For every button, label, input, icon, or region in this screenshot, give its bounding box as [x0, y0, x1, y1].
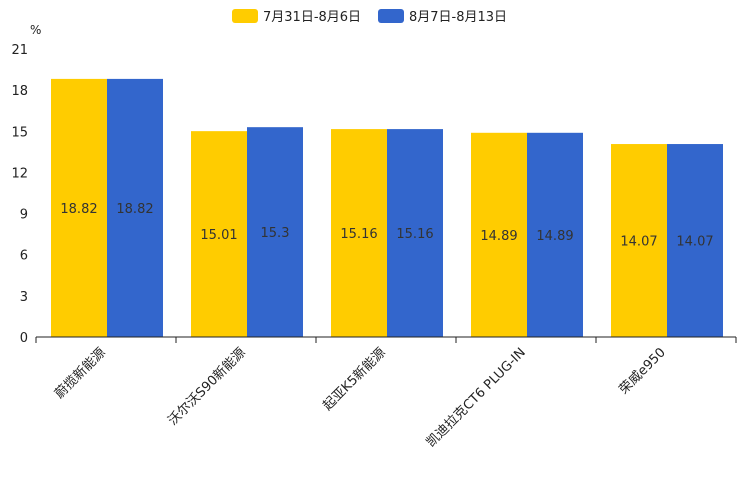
bars-group: 18.82 18.82 15.01 15.3 15.16 15.16 14.89 14.89 1…: [51, 78, 723, 338]
bar-series1-1: [51, 78, 107, 337]
y-tick-label: 3: [20, 290, 28, 305]
legend: 7月31日-8月6日 8月7日-8月13日: [232, 9, 507, 25]
bar-series2-2: [247, 127, 303, 338]
bar-value-label: 14.89: [480, 229, 517, 244]
x-category-label: 荣威e950: [617, 345, 669, 397]
x-category-label: 沃尔沃S90新能源: [165, 345, 249, 429]
bar-value-label: 15.01: [200, 228, 237, 243]
bar-value-label: 15.3: [261, 226, 290, 241]
y-tick-label: 6: [20, 249, 28, 264]
legend-label-series1: 7月31日-8月6日: [263, 10, 361, 25]
y-axis: 0 3 6 9 12 15 18 21: [11, 43, 28, 346]
bar-series2-3: [387, 129, 443, 337]
x-category-label: 蔚揽新能源: [52, 345, 109, 402]
legend-swatch-series2: [378, 9, 404, 23]
bar-value-label: 15.16: [340, 227, 377, 242]
x-category-label: 凯迪拉克CT6 PLUG-IN: [424, 345, 529, 450]
bar-series2-4: [527, 132, 583, 337]
bar-series1-3: [331, 129, 387, 337]
y-axis-unit-label: %: [30, 23, 41, 37]
bar-series1-2: [191, 131, 247, 337]
y-tick-label: 0: [20, 331, 28, 346]
bar-series2-5: [667, 144, 723, 337]
bar-value-label: 18.82: [60, 202, 97, 217]
bar-series2-1: [107, 78, 163, 337]
bar-value-label: 18.82: [116, 202, 153, 217]
y-tick-label: 9: [20, 208, 28, 223]
y-tick-label: 12: [11, 166, 28, 181]
legend-label-series2: 8月7日-8月13日: [409, 10, 507, 25]
legend-swatch-series1: [232, 9, 258, 23]
y-tick-label: 15: [11, 125, 28, 140]
bar-value-label: 14.89: [536, 229, 573, 244]
bar-series1-4: [471, 132, 527, 337]
y-tick-label: 18: [11, 84, 28, 99]
bar-series1-5: [611, 144, 667, 337]
bar-value-label: 14.07: [676, 235, 713, 250]
y-tick-label: 21: [11, 43, 28, 58]
bar-value-label: 14.07: [620, 235, 657, 250]
x-category-label: 起亚K5新能源: [320, 345, 389, 414]
x-axis: 蔚揽新能源 沃尔沃S90新能源 起亚K5新能源 凯迪拉克CT6 PLUG-IN 荣威e9…: [35, 336, 737, 450]
bar-value-label: 15.16: [396, 227, 433, 242]
